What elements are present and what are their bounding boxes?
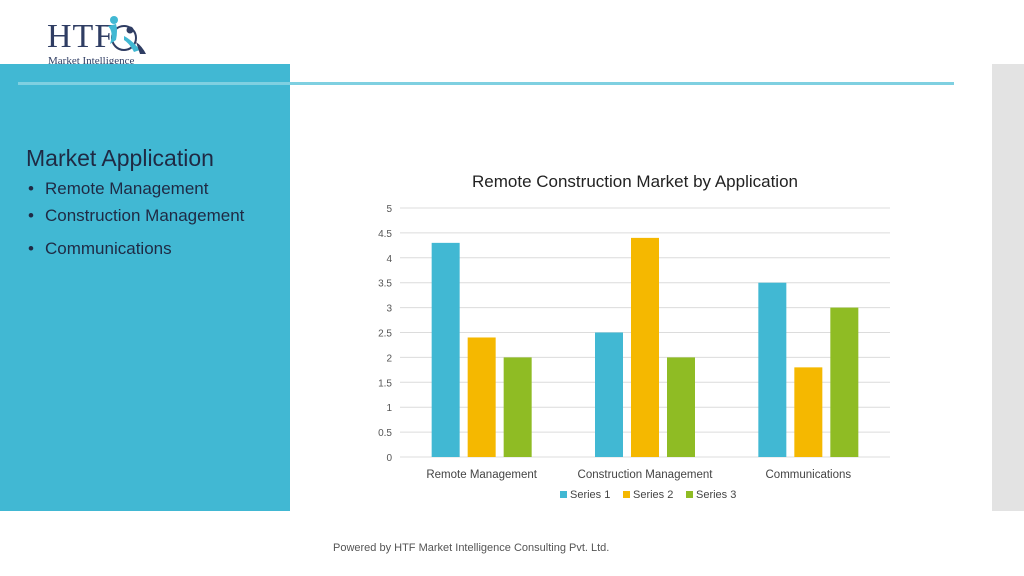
x-tick-label: Communications: [766, 469, 852, 481]
company-logo: HTF Market Intelligence: [40, 10, 160, 70]
bar: [794, 367, 823, 457]
y-tick-label: 0.5: [378, 428, 392, 439]
bar: [830, 307, 859, 457]
right-side-bar: [992, 64, 1024, 511]
list-item-label: Communications: [45, 239, 172, 258]
x-tick-label: Construction Management: [578, 469, 714, 481]
list-item-label: Construction Management: [45, 206, 245, 225]
legend-label: Series 3: [696, 489, 736, 501]
bar: [667, 357, 695, 457]
bar: [758, 282, 787, 457]
bullet-icon: •: [28, 179, 34, 198]
y-tick-label: 1.5: [378, 378, 392, 389]
y-tick-label: 2: [386, 353, 392, 364]
footer-credit: Powered by HTF Market Intelligence Consu…: [333, 542, 610, 554]
legend-swatch: [560, 491, 567, 498]
x-tick-label: Remote Management: [426, 469, 537, 481]
bar: [431, 242, 460, 457]
list-item-label: Remote Management: [45, 179, 209, 198]
legend-swatch: [686, 491, 693, 498]
bullet-icon: •: [28, 239, 34, 258]
bar: [631, 237, 659, 457]
legend-label: Series 1: [570, 489, 610, 501]
header-divider: [18, 82, 954, 85]
legend-label: Series 2: [633, 489, 673, 501]
y-tick-label: 2.5: [378, 329, 392, 340]
y-tick-label: 4.5: [378, 229, 392, 240]
y-tick-label: 4: [386, 254, 392, 265]
y-tick-label: 1: [386, 403, 392, 414]
bar-chart: 0 0.5 1 1.5 2 2.5 3 3.5 4 4.5 5 Remote Management Co…: [378, 204, 890, 501]
y-tick-label: 3: [386, 304, 392, 315]
legend-swatch: [623, 491, 630, 498]
y-tick-label: 3.5: [378, 279, 392, 290]
y-tick-label: 0: [386, 453, 392, 464]
bar: [595, 332, 623, 457]
chart-title: Remote Construction Market by Applicatio…: [472, 172, 798, 191]
figures-circle-logo-icon: [108, 16, 146, 54]
panel-title: Market Application: [26, 145, 214, 171]
bullet-icon: •: [28, 206, 34, 225]
left-panel: [0, 64, 290, 511]
bar: [503, 357, 532, 457]
y-tick-label: 5: [386, 204, 392, 215]
logo-brand: HTF: [47, 18, 115, 55]
bar: [467, 337, 496, 457]
